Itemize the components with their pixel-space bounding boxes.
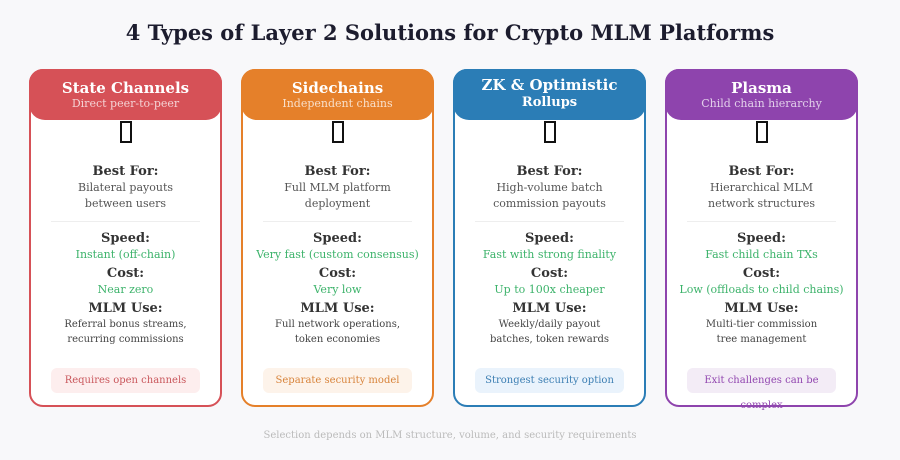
divider bbox=[51, 221, 200, 222]
footer-note: Selection depends on MLM structure, volu… bbox=[263, 430, 637, 441]
note-badge: Strongest security option bbox=[475, 368, 624, 393]
best-for-line: Bilateral payouts bbox=[77, 181, 174, 194]
card-header: ZK & Optimistic Rollups bbox=[453, 69, 646, 120]
card-header: Plasma Child chain hierarchy bbox=[665, 69, 858, 120]
divider bbox=[475, 221, 624, 222]
mlm-use-line: Multi-tier commission bbox=[705, 319, 818, 330]
mlm-use-label: MLM Use: bbox=[724, 301, 799, 316]
mlm-use-line: Referral bonus streams, bbox=[64, 319, 187, 330]
best-for-line: commission payouts bbox=[493, 197, 606, 210]
best-for-line: network structures bbox=[708, 197, 815, 210]
speed-value: Fast with strong finality bbox=[482, 248, 617, 261]
speed-label: Speed: bbox=[525, 231, 574, 246]
speed-value: Instant (off-chain) bbox=[75, 248, 176, 261]
card-sidechains: Sidechains Independent chains Best For: … bbox=[241, 69, 434, 407]
cost-label: Cost: bbox=[530, 266, 569, 281]
mlm-use-line: Weekly/daily payout bbox=[498, 319, 601, 330]
card-title: Sidechains bbox=[291, 79, 384, 97]
card-header: State Channels Direct peer-to-peer bbox=[29, 69, 222, 120]
best-for-line: between users bbox=[84, 197, 167, 210]
cost-label: Cost: bbox=[318, 266, 357, 281]
divider bbox=[263, 221, 412, 222]
speed-label: Speed: bbox=[737, 231, 786, 246]
mlm-use-line: recurring commissions bbox=[67, 334, 184, 345]
mlm-use-line: token economies bbox=[294, 334, 381, 345]
card-zk-optimistic: ZK & Optimistic Rollups Best For: High-v… bbox=[453, 69, 646, 407]
card-header: Sidechains Independent chains bbox=[241, 69, 434, 120]
note-badge: Separate security model bbox=[263, 368, 412, 393]
card-subtitle: Child chain hierarchy bbox=[701, 97, 822, 110]
card-plasma: Plasma Child chain hierarchy Best For: H… bbox=[665, 69, 858, 411]
card-subtitle: Independent chains bbox=[282, 97, 393, 110]
note-badge: Requires open channels bbox=[51, 368, 200, 393]
cost-value: Low (offloads to child chains) bbox=[679, 283, 844, 296]
divider bbox=[687, 221, 836, 222]
cost-value: Up to 100x cheaper bbox=[494, 283, 605, 296]
speed-label: Speed: bbox=[313, 231, 362, 246]
missing-glyph-icon bbox=[755, 121, 768, 143]
cost-value: Very low bbox=[313, 283, 362, 296]
mlm-use-line: Full network operations, bbox=[275, 319, 400, 330]
speed-label: Speed: bbox=[101, 231, 150, 246]
best-for-label: Best For: bbox=[728, 164, 795, 179]
card-title: Plasma bbox=[731, 79, 792, 97]
mlm-use-line: tree management bbox=[716, 334, 807, 345]
cost-label: Cost: bbox=[106, 266, 145, 281]
speed-value: Fast child chain TXs bbox=[705, 248, 818, 261]
best-for-line: deployment bbox=[304, 197, 371, 210]
mlm-use-label: MLM Use: bbox=[512, 301, 587, 316]
mlm-use-label: MLM Use: bbox=[88, 301, 163, 316]
speed-value: Very fast (custom consensus) bbox=[256, 248, 419, 261]
best-for-line: Full MLM platform bbox=[284, 181, 391, 194]
mlm-use-label: MLM Use: bbox=[300, 301, 375, 316]
page-title: 4 Types of Layer 2 Solutions for Crypto … bbox=[125, 20, 775, 45]
cost-label: Cost: bbox=[742, 266, 781, 281]
best-for-label: Best For: bbox=[304, 164, 371, 179]
best-for-label: Best For: bbox=[92, 164, 159, 179]
card-title: ZK & Optimistic bbox=[481, 76, 618, 94]
missing-glyph-icon bbox=[543, 121, 556, 143]
best-for-line: Hierarchical MLM bbox=[709, 181, 814, 194]
cost-value: Near zero bbox=[97, 283, 154, 296]
card-subtitle: Direct peer-to-peer bbox=[71, 97, 180, 110]
card-title-line2: Rollups bbox=[521, 95, 578, 110]
card-state-channels: State Channels Direct peer-to-peer Best … bbox=[29, 69, 222, 407]
missing-glyph-icon bbox=[331, 121, 344, 143]
best-for-line: High-volume batch bbox=[496, 181, 603, 194]
best-for-label: Best For: bbox=[516, 164, 583, 179]
card-title: State Channels bbox=[61, 79, 190, 97]
missing-glyph-icon bbox=[119, 121, 132, 143]
mlm-use-line: batches, token rewards bbox=[490, 334, 609, 345]
note-badge: Exit challenges can be complex bbox=[687, 368, 836, 411]
